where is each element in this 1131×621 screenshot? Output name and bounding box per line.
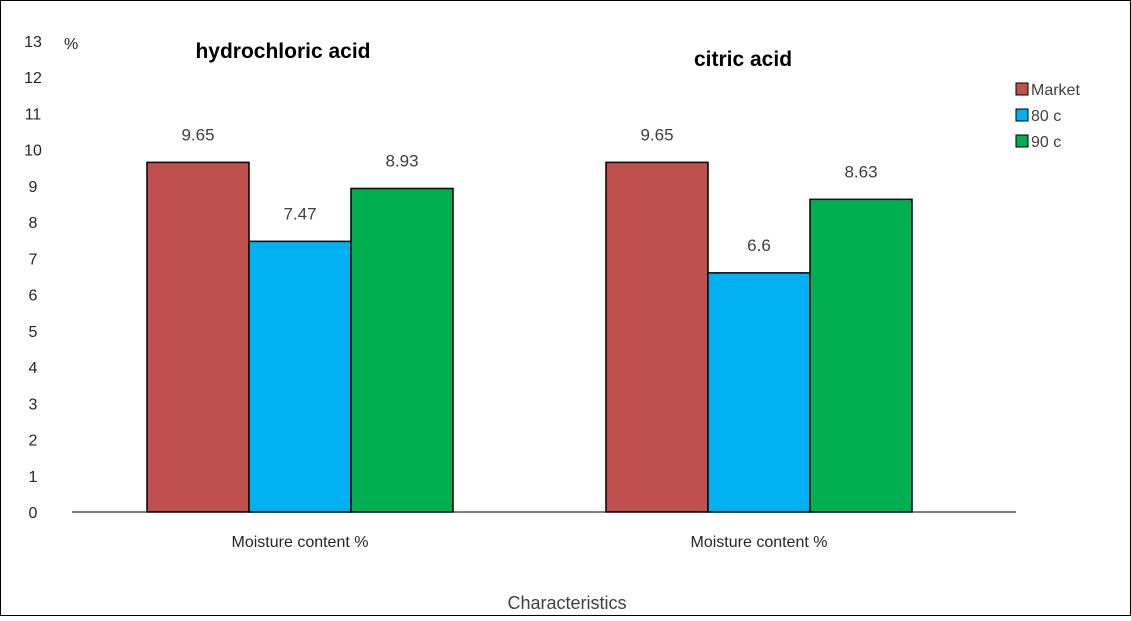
data-label: 9.65 [181, 125, 214, 144]
bar-90-c [809, 198, 913, 513]
x-axis-title: Characteristics [507, 593, 626, 613]
bar-80-c [707, 272, 811, 513]
y-tick-label: 10 [24, 143, 42, 160]
group-title: citric acid [694, 48, 792, 71]
y-tick-label: 8 [29, 215, 38, 232]
legend-label: 90 c [1031, 134, 1061, 151]
legend-swatch [1015, 134, 1029, 148]
y-tick-label: 12 [24, 70, 42, 87]
legend-swatch [1015, 108, 1029, 122]
data-label: 8.93 [385, 151, 418, 170]
bar-market [146, 161, 250, 513]
y-tick-label: 2 [29, 433, 38, 450]
data-label: 8.63 [844, 162, 877, 181]
data-label: 6.6 [747, 236, 771, 255]
y-tick-label: 1 [29, 469, 38, 486]
group-title: hydrochloric acid [195, 40, 370, 63]
y-tick-label: 0 [29, 505, 38, 522]
legend-swatch [1015, 82, 1029, 96]
legend-label: Market [1031, 82, 1080, 99]
bar-market [605, 161, 709, 513]
y-unit-label: % [64, 36, 78, 53]
bars: 9.65 7.47 8.93 9.65 6.6 8.63 [146, 125, 913, 513]
legend-label: 80 c [1031, 108, 1061, 125]
y-tick-label: 7 [29, 251, 38, 268]
y-tick-label: 6 [29, 288, 38, 305]
data-label: 7.47 [283, 204, 316, 223]
y-tick-label: 9 [29, 179, 38, 196]
group-labels: hydrochloric acid Moisture content % citri… [195, 40, 827, 551]
bar-90-c [350, 187, 454, 513]
data-label: 9.65 [640, 125, 673, 144]
category-label: Moisture content % [691, 534, 828, 551]
legend: Market 80 c 90 c [1015, 82, 1080, 151]
y-tick-label: 3 [29, 396, 38, 413]
y-tick-label: 11 [25, 106, 42, 123]
y-tick-label: 13 [24, 34, 42, 51]
y-tick-label: 5 [29, 324, 38, 341]
bar-80-c [248, 240, 352, 513]
y-tick-label: 4 [29, 360, 38, 377]
category-label: Moisture content % [232, 534, 369, 551]
